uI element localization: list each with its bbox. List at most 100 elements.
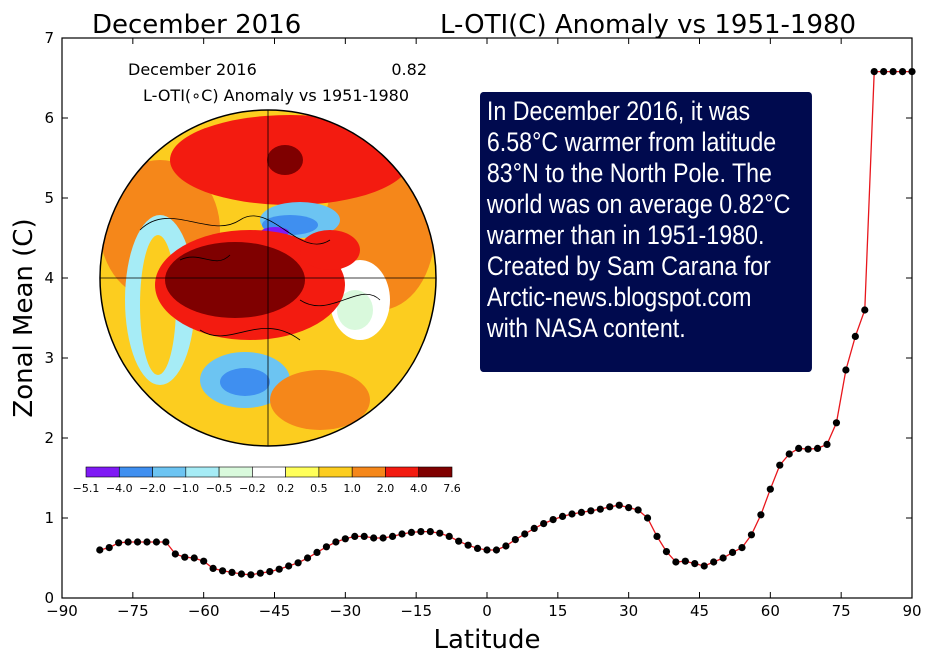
data-point: [105, 544, 113, 552]
x-tick-label: 75: [832, 602, 851, 620]
annotation-box: In December 2016, it was 6.58°C warmer f…: [480, 92, 812, 372]
colorbar-segment: [118, 466, 153, 478]
data-point: [445, 532, 453, 541]
data-point: [700, 562, 708, 570]
data-point: [747, 531, 756, 539]
colorbar-segment: [351, 466, 386, 478]
data-point: [832, 419, 841, 427]
colorbar-segment: [252, 466, 286, 478]
data-point: [181, 553, 189, 561]
data-point: [861, 306, 869, 314]
data-point: [171, 550, 179, 558]
y-tick-label: 6: [44, 109, 54, 127]
note-line: warmer than in 1951-1980.: [486, 220, 765, 250]
data-point: [880, 68, 888, 76]
note-line: Created by Sam Carana for: [486, 251, 771, 281]
data-point: [643, 514, 652, 522]
data-point: [455, 537, 463, 545]
data-point: [596, 505, 604, 513]
data-point: [162, 538, 170, 546]
data-point: [804, 445, 812, 453]
data-point: [200, 557, 208, 565]
data-point: [322, 543, 331, 551]
data-point: [908, 68, 916, 76]
data-point: [275, 565, 283, 573]
note-line: 83°N to the North Pole. The: [486, 158, 772, 188]
data-point: [530, 524, 538, 533]
y-tick-label: 4: [44, 269, 54, 287]
colorbar-label: 4.0: [410, 482, 428, 495]
data-point: [540, 520, 548, 528]
x-tick-label: −30: [330, 602, 362, 620]
colorbar-label: −5.1: [73, 482, 100, 495]
inset-map: December 2016 0.82 L-OTI(∘C) Anomaly vs …: [73, 60, 461, 495]
data-point: [634, 506, 642, 514]
data-point: [672, 558, 680, 566]
data-point: [464, 541, 472, 549]
data-point: [133, 538, 142, 546]
zonal-mean-series: [96, 68, 916, 579]
data-point: [492, 546, 501, 554]
colorbar-label: −1.0: [172, 482, 199, 495]
x-tick-label: −60: [188, 602, 220, 620]
data-point: [870, 68, 878, 76]
data-point: [96, 546, 104, 554]
data-point: [190, 554, 198, 562]
data-point: [237, 570, 246, 578]
data-point: [625, 504, 633, 512]
x-tick-label: 30: [619, 602, 638, 620]
colorbar: −5.1 −4.0 −2.0 −1.0 −0.5 −0.2 0.2 0.5 1.0 2.0 4.0 7…: [73, 466, 461, 495]
data-point: [143, 538, 151, 546]
data-point: [218, 567, 227, 575]
data-point: [587, 507, 595, 515]
colorbar-label: 7.6: [443, 482, 461, 495]
colorbar-segment: [85, 466, 120, 478]
y-axis-label: Zonal Mean (C): [9, 218, 39, 417]
data-point: [549, 516, 557, 524]
data-point: [426, 528, 434, 536]
colorbar-label: −0.2: [239, 482, 266, 495]
note-line: 6.58°C warmer from latitude: [486, 127, 777, 157]
data-point: [152, 538, 161, 546]
y-tick-label: 7: [44, 29, 54, 47]
data-point: [691, 560, 699, 568]
data-point: [285, 562, 293, 570]
data-point: [681, 557, 689, 565]
x-tick-label: 0: [482, 602, 492, 620]
colorbar-label: −2.0: [139, 482, 166, 495]
x-tick-label: 45: [690, 602, 709, 620]
data-point: [776, 461, 784, 469]
y-tick-label: 1: [44, 509, 54, 527]
data-point: [473, 544, 482, 553]
data-point: [483, 546, 491, 554]
data-point: [341, 535, 349, 543]
data-point: [728, 548, 737, 557]
data-point: [757, 511, 765, 519]
data-point: [662, 548, 671, 556]
data-point: [256, 569, 264, 577]
inset-map-title: December 2016: [128, 60, 257, 79]
data-point: [436, 529, 444, 537]
data-point: [124, 538, 132, 546]
x-tick-label: −75: [117, 602, 149, 620]
y-tick-label: 2: [44, 429, 54, 447]
data-point: [898, 68, 907, 76]
data-point: [370, 534, 378, 542]
x-tick-label: 90: [902, 602, 921, 620]
data-point: [889, 68, 897, 76]
data-point: [785, 450, 793, 458]
note-line: Arctic-news.blogspot.com: [486, 282, 752, 312]
data-point: [653, 532, 661, 541]
y-tick-label: 0: [44, 589, 54, 607]
data-point: [247, 571, 255, 579]
data-point: [823, 440, 831, 448]
data-point: [813, 444, 822, 452]
colorbar-label: −0.5: [206, 482, 233, 495]
data-point: [351, 532, 359, 541]
chart-title-right: L-OTI(C) Anomaly vs 1951-1980: [440, 10, 856, 40]
colorbar-segment: [185, 466, 220, 478]
y-tick-label: 5: [44, 189, 54, 207]
x-tick-label: 60: [761, 602, 780, 620]
